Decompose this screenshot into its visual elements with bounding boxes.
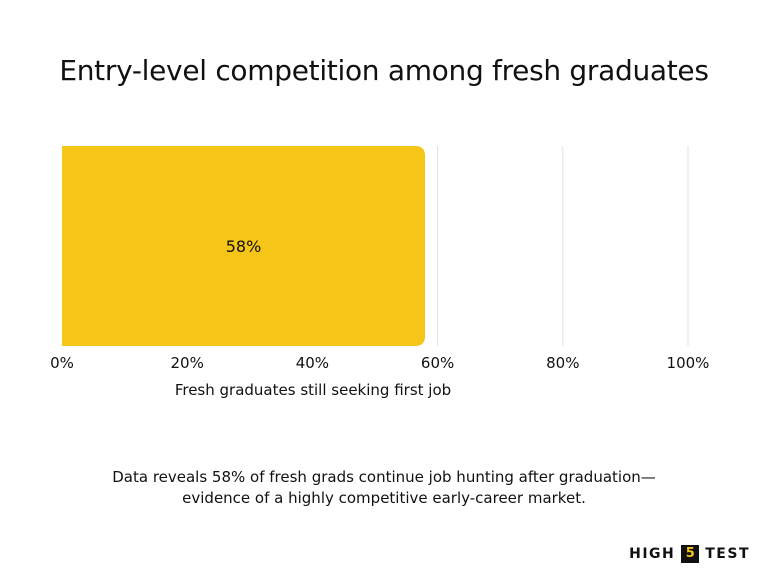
bar-0 <box>62 146 426 346</box>
x-axis-label: Fresh graduates still seeking first job <box>175 381 451 399</box>
x-tick-label-80: 80% <box>546 354 579 372</box>
logo-word-test: TEST <box>705 546 750 562</box>
caption-line-1: Data reveals 58% of fresh grads continue… <box>112 468 656 486</box>
x-tick-label-20: 20% <box>171 354 204 372</box>
high5test-logo: HIGH 5 TEST <box>629 544 750 564</box>
bar-value-label-0: 58% <box>226 237 262 256</box>
chart-title: Entry-level competition among fresh grad… <box>59 54 709 87</box>
logo-number: 5 <box>681 545 700 563</box>
x-tick-label-60: 60% <box>421 354 454 372</box>
chart-caption: Data reveals 58% of fresh grads continue… <box>60 467 708 509</box>
logo-word-high: HIGH <box>629 546 676 562</box>
x-tick-label-40: 40% <box>296 354 329 372</box>
x-tick-label-100: 100% <box>667 354 710 372</box>
caption-line-2: evidence of a highly competitive early-c… <box>182 489 586 507</box>
x-tick-label-0: 0% <box>50 354 74 372</box>
